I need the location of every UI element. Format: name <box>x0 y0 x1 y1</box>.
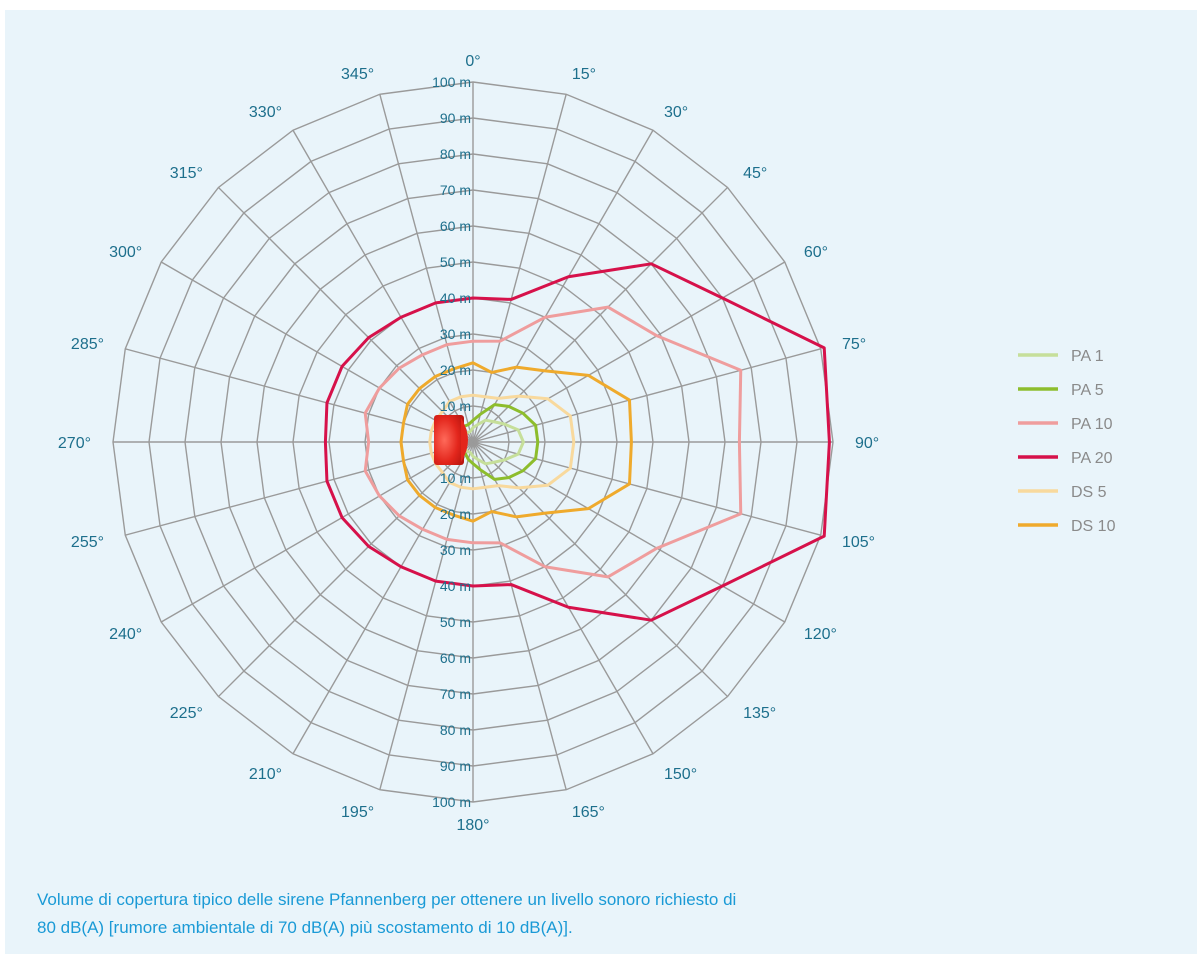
grid-spoke <box>472 441 786 623</box>
ring-label: 90 m <box>440 758 471 774</box>
grid-spoke <box>472 261 786 443</box>
chart-caption: Volume di copertura tipico delle sirene … <box>37 886 957 942</box>
series-line <box>399 361 633 523</box>
ring-label: 80 m <box>440 722 471 738</box>
angle-label: 60° <box>804 244 828 261</box>
grid-spoke <box>125 348 474 443</box>
ring-label: 50 m <box>440 254 471 270</box>
angle-label: 270° <box>58 435 91 452</box>
ring-label: 40 m <box>440 578 471 594</box>
series-line <box>363 305 743 579</box>
grid-spoke <box>379 441 474 790</box>
grid-spoke <box>472 441 567 790</box>
angle-label: 105° <box>842 534 875 551</box>
grid-spoke <box>160 441 474 623</box>
ring-label: 30 m <box>440 542 471 558</box>
caption-line-2: 80 dB(A) [rumore ambientale di 70 dB(A) … <box>37 918 573 937</box>
angle-label: 120° <box>804 626 837 643</box>
ring-label: 80 m <box>440 146 471 162</box>
legend-label: PA 20 <box>1071 450 1113 467</box>
ring-label: 10 m <box>440 398 471 414</box>
ring-label: 30 m <box>440 326 471 342</box>
grid-spoke <box>472 441 654 755</box>
siren-icon <box>434 415 468 465</box>
ring-label: 40 m <box>440 290 471 306</box>
grid-spoke <box>472 348 821 443</box>
grid-spoke <box>472 441 729 698</box>
ring-label: 100 m <box>432 74 471 90</box>
angle-label: 285° <box>71 336 104 353</box>
angle-label: 345° <box>341 66 374 83</box>
grid-spoke <box>472 129 654 443</box>
angle-label: 30° <box>664 104 688 121</box>
ring-label: 70 m <box>440 686 471 702</box>
series-layer <box>323 262 831 622</box>
ring-label: 60 m <box>440 218 471 234</box>
angle-label: 75° <box>842 336 866 353</box>
ring-label: 20 m <box>440 506 471 522</box>
ring-label: 60 m <box>440 650 471 666</box>
angle-label: 45° <box>743 165 767 182</box>
grid-spoke <box>292 129 474 443</box>
ring-label: 90 m <box>440 110 471 126</box>
angle-label: 210° <box>249 766 282 783</box>
legend-label: DS 10 <box>1071 518 1116 535</box>
angle-label: 0° <box>465 53 480 70</box>
polar-grid <box>112 81 834 803</box>
grid-spoke <box>379 94 474 443</box>
angle-label: 90° <box>855 435 879 452</box>
angle-label: 300° <box>109 244 142 261</box>
legend-label: DS 5 <box>1071 484 1107 501</box>
grid-spoke <box>217 186 474 443</box>
caption-line-1: Volume di copertura tipico delle sirene … <box>37 890 737 909</box>
grid-spoke <box>472 94 567 443</box>
ring-label: 20 m <box>440 362 471 378</box>
ring-label: 70 m <box>440 182 471 198</box>
grid-spoke <box>472 186 729 443</box>
angle-label: 15° <box>572 66 596 83</box>
angle-label: 315° <box>170 165 203 182</box>
ring-label: 50 m <box>440 614 471 630</box>
legend: PA 1 PA 5 PA 10 PA 20 DS 5 DS 10 <box>1018 348 1116 535</box>
angle-label: 195° <box>341 804 374 821</box>
polar-chart: 10 m 10 m 20 m 20 m 30 m 30 m 40 m 40 m 50 m 50 m… <box>58 53 1116 834</box>
angle-label: 225° <box>170 705 203 722</box>
grid-spoke <box>125 441 474 536</box>
angle-label: 135° <box>743 705 776 722</box>
ring-label: 10 m <box>440 470 471 486</box>
angle-label: 330° <box>249 104 282 121</box>
ring-labels: 10 m 10 m 20 m 20 m 30 m 30 m 40 m 40 m 50 m 50 m… <box>432 74 471 810</box>
grid-spoke <box>292 441 474 755</box>
angle-label: 240° <box>109 626 142 643</box>
grid-spoke <box>160 261 474 443</box>
ring-label: 100 m <box>432 794 471 810</box>
series-line <box>323 262 831 622</box>
legend-label: PA 5 <box>1071 382 1104 399</box>
angle-label: 150° <box>664 766 697 783</box>
angle-label: 180° <box>456 817 489 834</box>
angle-labels: 0° 15° 30° 45° 60° 75° 90° 105° 120° 135° 150° 165°… <box>58 53 879 834</box>
grid-spoke <box>472 441 821 536</box>
legend-label: PA 1 <box>1071 348 1104 365</box>
angle-label: 255° <box>71 534 104 551</box>
legend-label: PA 10 <box>1071 416 1113 433</box>
grid-spoke <box>217 441 474 698</box>
chart-panel: 10 m 10 m 20 m 20 m 30 m 30 m 40 m 40 m 50 m 50 m… <box>5 10 1197 954</box>
angle-label: 165° <box>572 804 605 821</box>
